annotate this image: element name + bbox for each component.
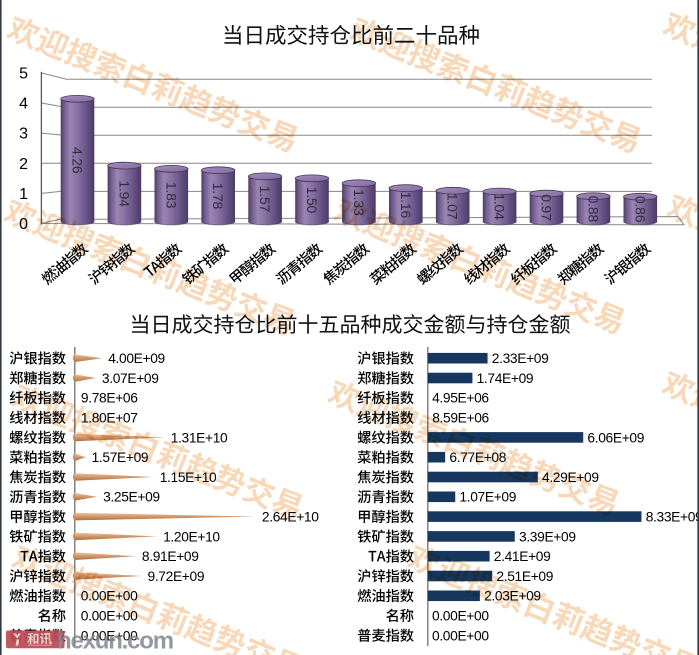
svg-text:1.07: 1.07 [445, 193, 461, 220]
svg-text:0: 0 [19, 216, 28, 233]
svg-text:0.00E+00: 0.00E+00 [432, 628, 489, 643]
svg-text:4.95E+06: 4.95E+06 [432, 391, 489, 406]
svg-text:0.86: 0.86 [632, 196, 648, 223]
svg-text:1.31E+10: 1.31E+10 [171, 430, 228, 445]
svg-text:2.51E+09: 2.51E+09 [496, 569, 553, 584]
svg-text:4.26: 4.26 [70, 147, 86, 174]
svg-text:1: 1 [19, 186, 28, 203]
svg-text:0.97: 0.97 [539, 194, 555, 221]
svg-text:1.16: 1.16 [398, 192, 414, 219]
svg-text:1.78: 1.78 [210, 183, 226, 210]
svg-text:1.04: 1.04 [492, 193, 508, 220]
svg-text:1.83: 1.83 [163, 182, 179, 209]
svg-text:1.94: 1.94 [116, 180, 132, 207]
svg-text:2.41E+09: 2.41E+09 [494, 549, 551, 564]
svg-text:3.07E+09: 3.07E+09 [102, 371, 159, 386]
svg-text:3: 3 [19, 126, 28, 143]
svg-text:1.74E+09: 1.74E+09 [477, 371, 534, 386]
svg-text:9.72E+09: 9.72E+09 [148, 569, 205, 584]
svg-text:1.20E+10: 1.20E+10 [163, 529, 220, 544]
svg-text:4: 4 [19, 96, 28, 113]
svg-text:3.39E+09: 3.39E+09 [519, 529, 576, 544]
svg-text:3.25E+09: 3.25E+09 [103, 490, 160, 505]
svg-text:1.57: 1.57 [257, 186, 273, 213]
svg-text:9.78E+06: 9.78E+06 [81, 391, 138, 406]
svg-text:2: 2 [19, 156, 28, 173]
svg-text:0.00E+00: 0.00E+00 [81, 628, 138, 643]
svg-text:8.33E+09: 8.33E+09 [646, 510, 699, 525]
svg-text:1.50: 1.50 [304, 187, 320, 214]
svg-text:hexun.com: hexun.com [57, 628, 173, 655]
svg-text:0.00E+00: 0.00E+00 [81, 609, 138, 624]
svg-text:6.06E+09: 6.06E+09 [587, 430, 644, 445]
svg-text:4.00E+09: 4.00E+09 [108, 351, 165, 366]
svg-text:1.07E+09: 1.07E+09 [459, 490, 516, 505]
svg-text:5: 5 [19, 65, 28, 82]
svg-text:2.33E+09: 2.33E+09 [492, 351, 549, 366]
svg-text:8.59E+06: 8.59E+06 [432, 411, 489, 426]
svg-text:8.91E+09: 8.91E+09 [142, 549, 199, 564]
svg-text:0.88: 0.88 [585, 196, 601, 223]
svg-text:0.00E+00: 0.00E+00 [432, 609, 489, 624]
